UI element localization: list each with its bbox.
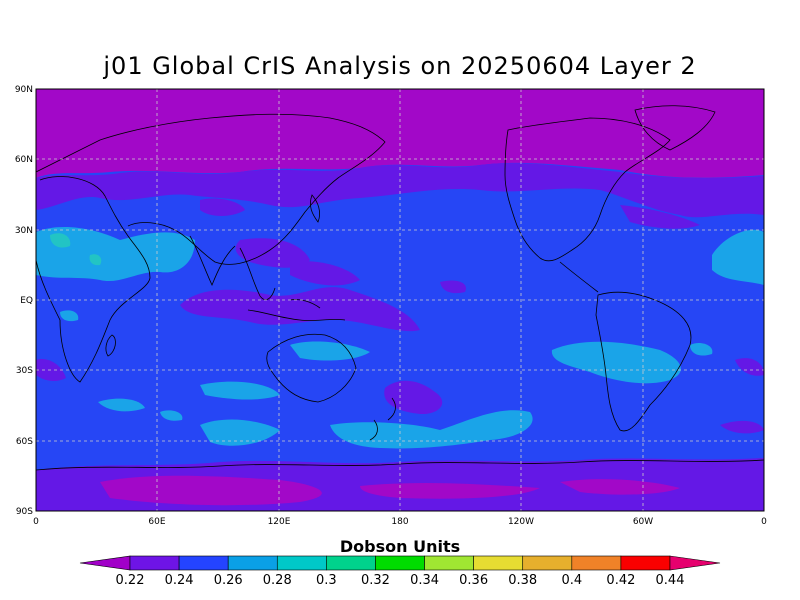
colorbar-high-triangle <box>669 555 721 571</box>
field-tasman-blob <box>384 380 443 415</box>
field-antarctic-core2 <box>360 482 540 499</box>
colorbar-segment <box>522 555 573 571</box>
colorbar-segment <box>276 555 327 571</box>
field-atlantic-blob <box>620 205 700 229</box>
x-tick-label: 60E <box>148 517 165 527</box>
colorbar-label: 0.34 <box>410 573 439 588</box>
colorbar-label: 0.42 <box>606 573 635 588</box>
colorbar-segment <box>424 555 474 571</box>
field-east-south-blob <box>735 358 764 376</box>
y-tick-label: 60S <box>16 437 33 447</box>
field-antarctic-core3 <box>560 479 680 495</box>
colorbar-segment <box>620 555 671 571</box>
colorbar-segment <box>473 555 524 571</box>
x-tick-label: 60W <box>633 517 653 527</box>
field-asia-blob <box>235 238 310 268</box>
colorbar-title: Dobson Units <box>339 537 461 556</box>
field-arabia-teal <box>50 233 71 248</box>
field-south-pacific-cyan <box>330 410 533 449</box>
x-tick-label: 120E <box>268 517 291 527</box>
colorbar-label: 0.32 <box>361 573 390 588</box>
y-tick-label: 60N <box>15 155 33 165</box>
y-tick-label: 30S <box>16 366 33 376</box>
colorbar-segment <box>178 555 229 571</box>
x-tick-label: 120W <box>508 517 534 527</box>
colorbar-label: 0.24 <box>165 573 194 588</box>
colorbar-segment <box>227 555 278 571</box>
field-sa-cyan2 <box>690 343 713 356</box>
x-tick-label: 180 <box>391 517 408 527</box>
field-tropical-blob <box>180 287 420 332</box>
field-australia-cyan <box>290 341 370 361</box>
field-south-io-cyan <box>200 419 280 446</box>
colorbar-label: 0.4 <box>561 573 582 588</box>
colorbar-label: 0.22 <box>116 573 145 588</box>
map-title: j01 Global CrIS Analysis on 20250604 Lay… <box>103 52 697 80</box>
colorbar-segment <box>326 555 376 571</box>
field-arabia-cyan <box>36 226 195 282</box>
colorbar-label: 0.28 <box>263 573 292 588</box>
grid-lines <box>36 89 764 511</box>
field-atlantic-cyan <box>712 229 764 285</box>
y-axis: 90N 60N 30N EQ 30S 60S 90S <box>15 85 33 517</box>
y-tick-label: 30N <box>15 226 33 236</box>
x-axis: 0 60E 120E 180 120W 60W 0 <box>33 517 767 527</box>
colorbar-label: 0.38 <box>508 573 537 588</box>
field-small-blob <box>440 280 466 294</box>
colorbar-label: 0.36 <box>459 573 488 588</box>
x-tick-label: 0 <box>761 517 767 527</box>
colorbar-label: 0.44 <box>656 573 685 588</box>
map-frame <box>35 88 765 512</box>
colorbar-label: 0.3 <box>316 573 337 588</box>
colorbar-low-triangle <box>79 555 131 571</box>
field-antarctic-core <box>100 475 322 506</box>
field-north-band <box>36 163 764 218</box>
field-africa-cyan <box>60 310 79 322</box>
colorbar-segment <box>571 555 622 571</box>
x-tick-label: 0 <box>33 517 39 527</box>
y-tick-label: 90N <box>15 85 33 95</box>
colorbar-label: 0.26 <box>214 573 243 588</box>
colorbar-segment <box>129 555 180 571</box>
field-caspian-blob <box>200 198 245 216</box>
field-sa-south-cyan <box>98 398 145 412</box>
field-arabia-teal2 <box>89 254 102 266</box>
y-tick-label: EQ <box>20 296 33 306</box>
y-tick-label: 90S <box>16 507 33 517</box>
field-small-cyan <box>160 410 183 421</box>
field-se-blob <box>720 420 764 434</box>
field-sa-cyan <box>551 341 681 384</box>
field-pacific-blob <box>290 261 360 286</box>
field-io-cyan <box>200 381 280 400</box>
colorbar-segment <box>375 555 425 571</box>
